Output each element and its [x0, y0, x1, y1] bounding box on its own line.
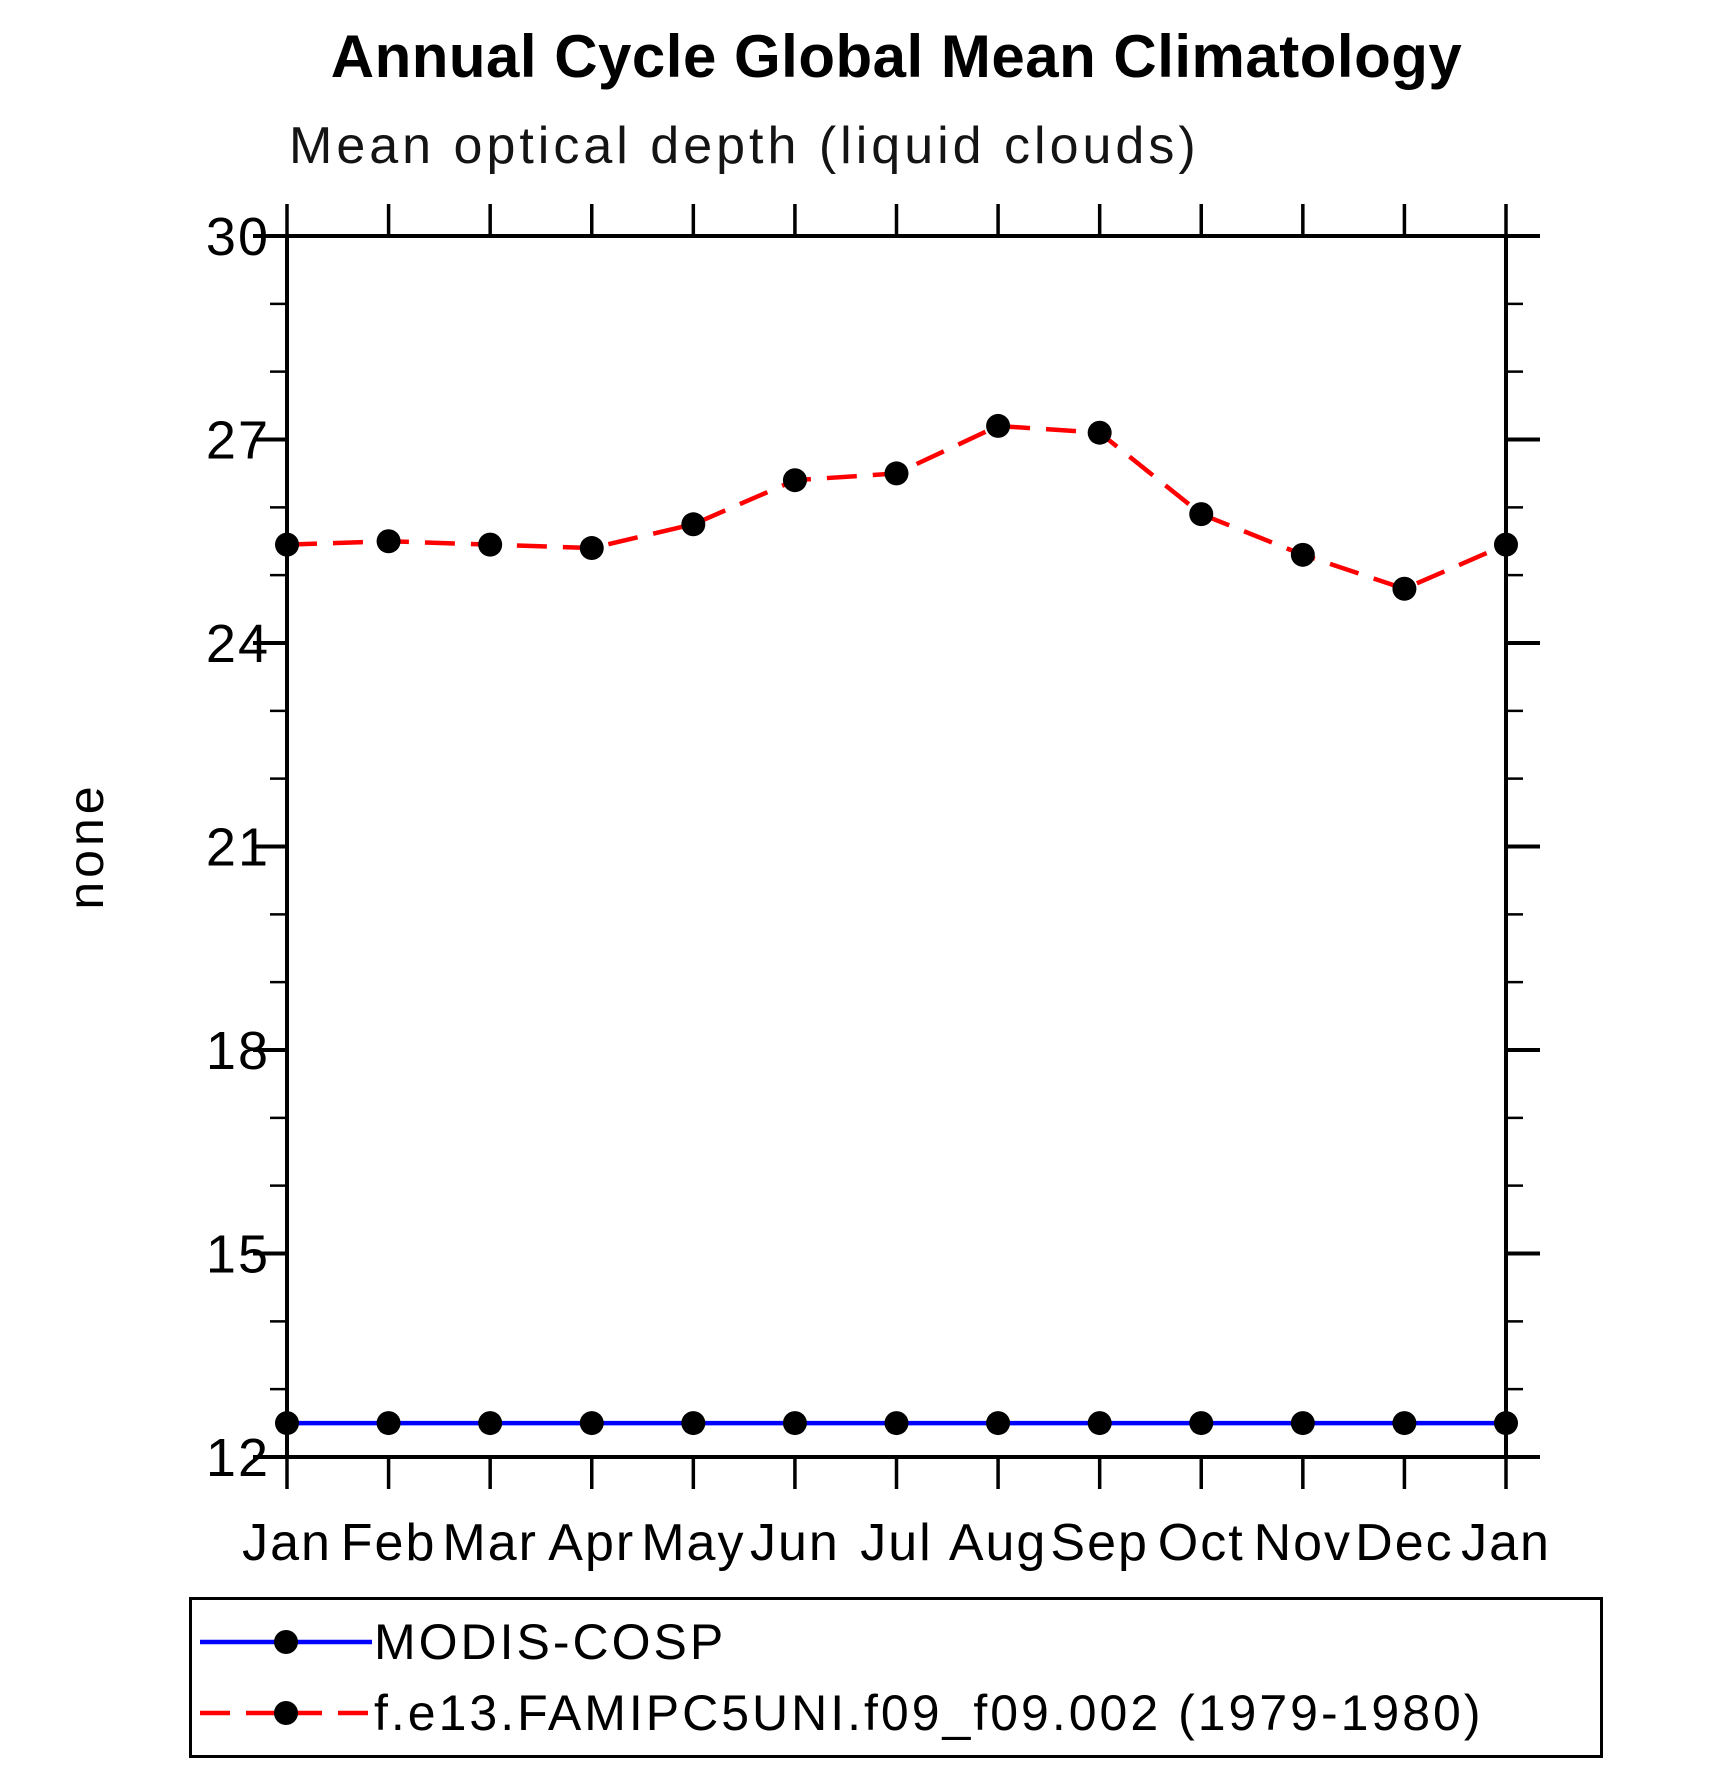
y-axis-title: none — [58, 782, 114, 909]
x-tick-label: Dec — [1355, 1514, 1453, 1572]
x-tick-label: Aug — [949, 1514, 1048, 1572]
x-tick-label: Feb — [341, 1514, 437, 1572]
x-tick-label: Mar — [442, 1514, 538, 1572]
x-tick-label: Jun — [750, 1514, 840, 1572]
data-point-marker-f-e13-famipc5uni-f09-f09-002-1979-1980 — [884, 461, 909, 486]
legend-sample-svg — [200, 1629, 372, 1654]
data-point-marker-f-e13-famipc5uni-f09-f09-002-1979-1980 — [1290, 542, 1315, 567]
legend-sample-svg — [200, 1701, 372, 1726]
data-point-marker-f-e13-famipc5uni-f09-f09-002-1979-1980 — [275, 532, 299, 557]
legend-row-modis-cosp: MODIS-COSP — [198, 1612, 1600, 1672]
y-tick-label: 27 — [206, 411, 270, 471]
data-point-marker-modis-cosp — [1189, 1411, 1214, 1436]
legend: MODIS-COSP f.e13.FAMIPC5UNI.f09_f09.002 … — [189, 1597, 1603, 1758]
legend-label-model-run: f.e13.FAMIPC5UNI.f09_f09.002 (1979-1980) — [374, 1685, 1484, 1742]
y-tick-label: 24 — [206, 614, 270, 674]
data-point-marker-modis-cosp — [884, 1411, 909, 1436]
x-tick-label: Oct — [1158, 1514, 1245, 1572]
x-tick-label: Jul — [860, 1514, 932, 1572]
x-tick-label: May — [641, 1514, 745, 1572]
data-point-marker-f-e13-famipc5uni-f09-f09-002-1979-1980 — [1087, 420, 1112, 445]
chart-subtitle: Mean optical depth (liquid clouds) — [289, 117, 1200, 175]
data-point-marker-modis-cosp — [478, 1411, 503, 1436]
x-tick-label: Jan — [1461, 1514, 1551, 1572]
data-point-marker-f-e13-famipc5uni-f09-f09-002-1979-1980 — [782, 468, 807, 493]
data-point-marker-f-e13-famipc5uni-f09-f09-002-1979-1980 — [579, 536, 604, 561]
data-point-marker-modis-cosp — [1290, 1411, 1315, 1436]
y-tick-label: 15 — [206, 1225, 270, 1285]
data-point-marker-modis-cosp — [782, 1411, 807, 1436]
data-point-marker-modis-cosp — [1392, 1411, 1417, 1436]
data-point-marker-modis-cosp — [986, 1411, 1011, 1436]
data-point-marker-modis-cosp — [579, 1411, 604, 1436]
y-tick-label: 21 — [206, 818, 270, 878]
data-point-marker-modis-cosp — [681, 1411, 706, 1436]
legend-row-model-run: f.e13.FAMIPC5UNI.f09_f09.002 (1979-1980) — [198, 1683, 1600, 1743]
data-point-marker-f-e13-famipc5uni-f09-f09-002-1979-1980 — [1189, 502, 1214, 527]
data-point-marker-modis-cosp — [376, 1411, 401, 1436]
legend-sample-marker — [274, 1629, 298, 1654]
y-tick-label: 30 — [206, 207, 270, 267]
data-point-marker-f-e13-famipc5uni-f09-f09-002-1979-1980 — [376, 529, 401, 554]
y-tick-label: 12 — [206, 1428, 270, 1488]
data-point-marker-f-e13-famipc5uni-f09-f09-002-1979-1980 — [478, 532, 503, 557]
data-point-marker-f-e13-famipc5uni-f09-f09-002-1979-1980 — [1392, 576, 1417, 601]
x-tick-label: Jan — [242, 1514, 332, 1572]
legend-label-modis-cosp: MODIS-COSP — [374, 1613, 727, 1670]
y-tick-label: 18 — [206, 1021, 270, 1081]
x-tick-label: Nov — [1254, 1514, 1352, 1572]
chart-title: Annual Cycle Global Mean Climatology — [330, 23, 1463, 90]
data-point-marker-modis-cosp — [1494, 1411, 1518, 1436]
data-point-marker-modis-cosp — [275, 1411, 299, 1436]
legend-sample-marker — [274, 1701, 298, 1726]
series-line-f-e13-famipc5uni-f09-f09-002-1979-1980 — [286, 423, 1507, 592]
data-point-marker-f-e13-famipc5uni-f09-f09-002-1979-1980 — [681, 512, 706, 537]
data-point-marker-f-e13-famipc5uni-f09-f09-002-1979-1980 — [1494, 532, 1518, 557]
data-point-marker-modis-cosp — [1087, 1411, 1112, 1436]
data-point-marker-f-e13-famipc5uni-f09-f09-002-1979-1980 — [986, 413, 1011, 438]
x-tick-label: Sep — [1050, 1514, 1149, 1572]
x-tick-label: Apr — [548, 1514, 635, 1572]
